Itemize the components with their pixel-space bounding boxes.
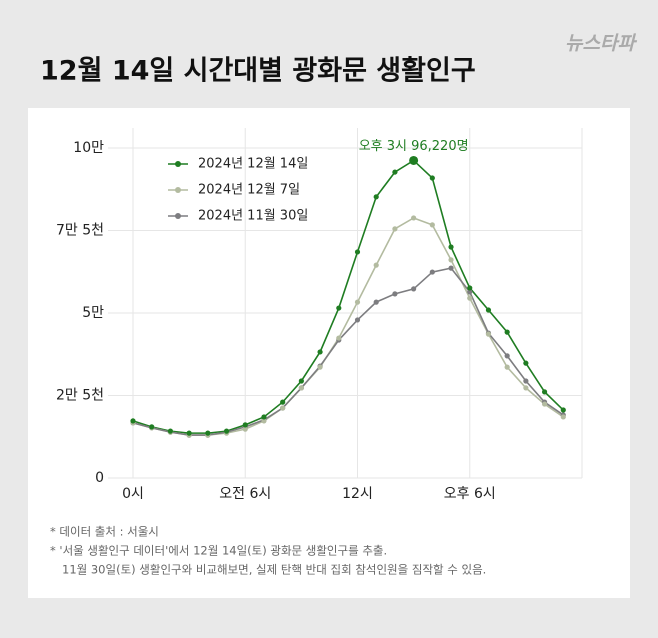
point bbox=[485, 331, 492, 337]
point bbox=[411, 286, 417, 292]
point bbox=[298, 378, 304, 384]
point bbox=[560, 414, 566, 420]
point bbox=[392, 226, 398, 232]
point bbox=[354, 317, 361, 323]
chart-title: 12월 14일 시간대별 광화문 생활인구 bbox=[40, 56, 476, 87]
point bbox=[504, 329, 510, 335]
point bbox=[541, 401, 548, 407]
legend-label: 2024년 11월 30일 bbox=[198, 209, 308, 224]
point bbox=[429, 269, 435, 275]
point bbox=[149, 424, 155, 430]
point bbox=[336, 305, 342, 311]
point bbox=[523, 385, 529, 391]
x-tick-label: 0시 bbox=[122, 486, 144, 502]
point bbox=[467, 285, 473, 291]
point bbox=[411, 215, 417, 221]
point bbox=[280, 399, 286, 405]
point bbox=[467, 295, 473, 301]
legend-label: 2024년 12월 14일 bbox=[198, 157, 308, 172]
annotation: 오후 3시 96,220명 bbox=[359, 139, 469, 154]
point bbox=[429, 175, 435, 181]
logo: 뉴스타파 bbox=[565, 33, 637, 55]
x-tick-label: 오전 6시 bbox=[219, 486, 271, 502]
footnote: * 데이터 출처 : 서울시 bbox=[50, 525, 159, 539]
point bbox=[354, 249, 361, 255]
point bbox=[167, 428, 174, 434]
point bbox=[223, 428, 230, 434]
legend-label: 2024년 12월 7일 bbox=[198, 183, 300, 198]
footnote: * '서울 생활인구 데이터'에서 12월 14일(토) 광화문 생활인구를 추… bbox=[50, 544, 387, 558]
point bbox=[409, 155, 419, 165]
point bbox=[392, 169, 398, 175]
series-line bbox=[132, 159, 564, 434]
legend-marker bbox=[175, 161, 181, 167]
series-line bbox=[132, 267, 564, 436]
point bbox=[467, 289, 473, 295]
point bbox=[130, 418, 136, 424]
point bbox=[261, 418, 267, 424]
x-tick-label: 오후 6시 bbox=[444, 486, 496, 502]
legend-marker bbox=[175, 213, 181, 219]
point bbox=[429, 222, 435, 228]
point bbox=[298, 385, 304, 391]
point bbox=[336, 335, 342, 341]
point bbox=[261, 414, 267, 420]
point bbox=[242, 426, 248, 432]
point bbox=[373, 262, 379, 268]
legend-marker bbox=[175, 187, 181, 193]
footnote: 11월 30일(토) 생활인구와 비교해보면, 실제 탄핵 반대 집회 참석인원… bbox=[62, 563, 486, 577]
y-tick-label: 5만 bbox=[82, 305, 104, 321]
x-tick-label: 12시 bbox=[342, 486, 373, 502]
y-tick-label: 7만 5천 bbox=[56, 223, 104, 239]
y-tick-label: 10만 bbox=[73, 140, 104, 156]
point bbox=[317, 349, 323, 355]
point bbox=[373, 194, 379, 200]
point bbox=[392, 291, 398, 297]
point bbox=[541, 389, 548, 395]
point bbox=[485, 307, 492, 313]
point bbox=[373, 299, 379, 305]
point bbox=[242, 422, 248, 428]
point bbox=[354, 299, 361, 305]
y-tick-label: 0 bbox=[95, 470, 104, 486]
point bbox=[504, 364, 510, 370]
point bbox=[504, 353, 510, 359]
point bbox=[448, 265, 454, 271]
point bbox=[523, 378, 529, 384]
point bbox=[205, 430, 211, 436]
point bbox=[523, 360, 529, 366]
y-tick-label: 2만 5천 bbox=[56, 388, 104, 404]
point bbox=[448, 244, 454, 250]
point bbox=[448, 257, 454, 263]
point bbox=[317, 364, 323, 370]
point bbox=[186, 430, 192, 436]
point bbox=[560, 407, 566, 413]
point bbox=[280, 405, 286, 411]
